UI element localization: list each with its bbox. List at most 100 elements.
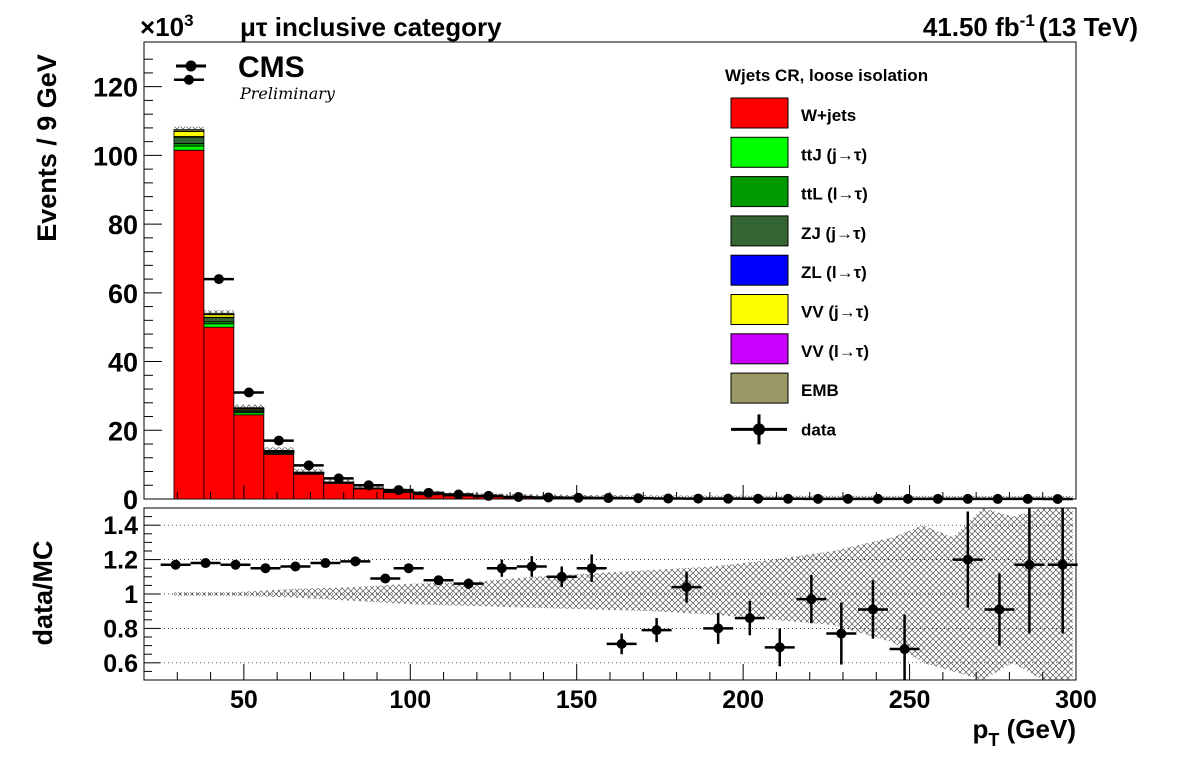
legend-label: ZL (l→τ) <box>801 263 867 282</box>
ratio-point <box>744 613 755 624</box>
data-point <box>333 473 344 484</box>
x-tick-label: 300 <box>1055 686 1097 714</box>
x-title: pT (GeV) <box>973 714 1076 750</box>
ratio-point <box>806 594 817 605</box>
uncertainty-band <box>173 508 1073 680</box>
data-point <box>1022 493 1033 504</box>
ratio-point <box>962 554 973 565</box>
x-tick-label: 100 <box>389 686 431 714</box>
data-point <box>573 492 584 503</box>
data-point <box>842 493 853 504</box>
lower-axes: 0.6 0.8 1 1.2 1.4 50 100 150 200 250 300 <box>103 507 1097 714</box>
ratio-y-tick-label: 1.2 <box>103 547 138 575</box>
ratio-y-tick-label: 1.4 <box>103 512 138 540</box>
upper-y-axis: 0 20 40 60 80 100 120 <box>93 58 1077 515</box>
stack-bar <box>203 323 235 328</box>
cms-marker <box>185 60 197 72</box>
ratio-point <box>1024 559 1035 570</box>
data-point <box>932 493 943 504</box>
ratio-point <box>170 559 181 570</box>
stack-bar <box>263 449 295 452</box>
ratio-point <box>463 578 474 589</box>
ratio-point <box>526 561 537 572</box>
data-point <box>962 493 973 504</box>
data-point <box>633 493 644 504</box>
legend-swatch <box>730 97 789 129</box>
lower-panel: 0.6 0.8 1 1.2 1.4 50 100 150 200 250 300 <box>103 507 1097 714</box>
legend-swatch <box>730 254 789 286</box>
data-point <box>363 480 374 491</box>
stack-bar <box>173 149 205 500</box>
x-tick-label: 50 <box>230 686 258 714</box>
stack-bar <box>203 317 235 323</box>
legend-swatch <box>730 333 789 365</box>
stack-bar <box>173 142 205 147</box>
stack-bar <box>173 145 205 151</box>
ratio-y-tick-label: 0.8 <box>103 615 138 643</box>
data-point <box>303 460 314 471</box>
legend-label: ttL (l→τ) <box>801 185 868 204</box>
stack-uncertainty <box>263 447 294 451</box>
data-point <box>513 491 524 502</box>
data-point <box>753 493 764 504</box>
ratio-point <box>899 644 910 655</box>
ratio-point <box>290 561 301 572</box>
y-tick-label: 100 <box>93 141 138 171</box>
y-tick-label: 20 <box>108 416 138 446</box>
data-point <box>273 435 284 446</box>
data-point <box>213 274 224 285</box>
data-point <box>783 493 794 504</box>
data-point <box>992 493 1003 504</box>
legend: Wjets CR, loose isolation W+jets ttJ (j→τ… <box>725 66 928 445</box>
x-tick-label: 150 <box>556 686 598 714</box>
legend-label: EMB <box>801 381 839 400</box>
data-point <box>543 492 554 503</box>
lower-y-title: data/MC <box>28 540 58 645</box>
ratio-point <box>836 628 847 639</box>
upper-y-title: Events / 9 GeV <box>32 54 62 242</box>
legend-label: VV (l→τ) <box>801 342 869 361</box>
ratio-point <box>350 556 361 567</box>
ratio-point <box>403 563 414 574</box>
legend-swatch <box>730 215 789 247</box>
ratio-point <box>681 582 692 593</box>
ratio-point <box>1057 559 1068 570</box>
ratio-y-tick-label: 0.6 <box>103 650 138 678</box>
legend-data-marker <box>753 423 765 436</box>
y-tick-label: 80 <box>108 210 138 240</box>
data-point <box>872 493 883 504</box>
data-point <box>393 485 404 496</box>
stack-bar <box>293 473 325 500</box>
legend-swatch <box>730 372 789 404</box>
stack-bar <box>203 312 235 315</box>
y-tick-label: 60 <box>108 279 138 309</box>
ratio-point <box>230 559 241 570</box>
ratio-y-tick-label: 1 <box>124 581 138 609</box>
data-point <box>603 493 614 504</box>
upper-frame <box>143 41 1077 500</box>
ratio-grid <box>144 524 1076 664</box>
ratio-point <box>586 563 597 574</box>
stack-bar <box>263 453 295 500</box>
y-tick-label: 40 <box>108 348 138 378</box>
stack-uncertainty <box>203 310 234 314</box>
data-point <box>723 493 734 504</box>
ratio-point <box>556 571 567 582</box>
scale-prefix: ×103 <box>140 11 194 42</box>
lumi-label: 41.50 fb-1 (13 TeV) <box>923 11 1138 42</box>
ratio-point <box>774 642 785 653</box>
data-layer <box>173 74 1073 504</box>
data-point <box>813 493 824 504</box>
y-tick-label: 120 <box>93 73 138 103</box>
data-point <box>1052 493 1063 504</box>
data-point <box>453 489 464 500</box>
stack-uncertainty <box>173 126 204 130</box>
ratio-point <box>616 638 627 649</box>
ratio-point <box>713 623 724 634</box>
data-point <box>693 493 704 504</box>
ratio-point <box>260 563 271 574</box>
legend-swatch <box>730 176 789 208</box>
y-tick-label: 0 <box>123 485 138 515</box>
